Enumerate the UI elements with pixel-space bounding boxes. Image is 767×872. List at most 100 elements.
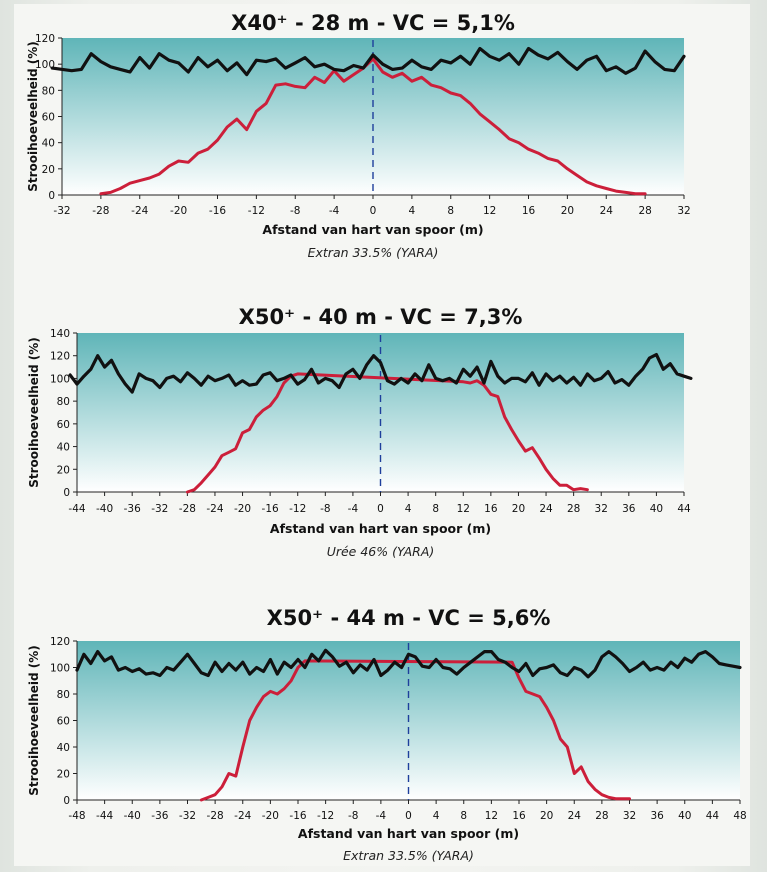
x-tick-label: 16 — [522, 205, 536, 217]
x-tick-label: 24 — [600, 205, 614, 217]
y-tick-label: 60 — [57, 419, 70, 431]
y-axis-label: Strooihoeveelheid (%) — [26, 41, 40, 192]
x-tick-label: 16 — [484, 503, 498, 515]
x-tick-label: -20 — [170, 205, 187, 217]
y-tick-label: 100 — [50, 373, 70, 385]
x-tick-label: 0 — [370, 205, 377, 217]
x-tick-label: 40 — [650, 503, 663, 515]
x-tick-label: -24 — [131, 205, 148, 217]
x-tick-label: -32 — [53, 205, 70, 217]
x-tick-label: 16 — [512, 810, 526, 822]
x-tick-label: 32 — [677, 205, 690, 217]
x-tick-label: -16 — [209, 205, 226, 217]
y-tick-label: 0 — [48, 190, 55, 202]
y-tick-label: 0 — [63, 795, 70, 807]
x-tick-label: 12 — [457, 503, 470, 515]
charts-svg: X40⁺ - 28 m - VC = 5,1%020406080100120-3… — [26, 11, 747, 863]
x-tick-label: 0 — [405, 810, 412, 822]
x-tick-label: 36 — [622, 503, 636, 515]
x-tick-label: 36 — [650, 810, 664, 822]
y-tick-label: 0 — [63, 487, 70, 499]
x-tick-label: 44 — [677, 503, 691, 515]
series-line-uniform — [75, 648, 742, 679]
y-tick-label: 100 — [35, 59, 55, 71]
y-tick-label: 120 — [35, 33, 55, 45]
x-tick-label: -44 — [68, 503, 85, 515]
y-tick-label: 40 — [57, 442, 70, 454]
y-tick-label: 100 — [50, 663, 70, 675]
x-tick-label: 20 — [540, 810, 553, 822]
x-tick-label: 32 — [595, 503, 608, 515]
x-tick-label: -4 — [348, 503, 359, 515]
x-tick-label: 8 — [460, 810, 467, 822]
x-axis-label: Afstand van hart van spoor (m) — [270, 521, 491, 536]
x-tick-label: 0 — [377, 503, 384, 515]
x-tick-label: -20 — [234, 503, 251, 515]
x-tick-label: -16 — [262, 503, 279, 515]
x-tick-label: 4 — [433, 810, 440, 822]
chart-caption: Extran 33.5% (YARA) — [343, 848, 474, 863]
series-line-single — [185, 372, 589, 494]
y-tick-label: 80 — [57, 396, 70, 408]
x-tick-label: -4 — [376, 810, 387, 822]
x-tick-label: -20 — [262, 810, 279, 822]
x-tick-label: -8 — [348, 810, 358, 822]
x-tick-label: 20 — [512, 503, 525, 515]
x-tick-label: -36 — [124, 503, 141, 515]
x-tick-label: -24 — [234, 810, 251, 822]
x-tick-label: 4 — [405, 503, 412, 515]
y-tick-label: 120 — [50, 351, 70, 363]
chart-caption: Extran 33.5% (YARA) — [308, 245, 439, 260]
x-tick-label: 20 — [561, 205, 574, 217]
x-tick-label: -12 — [248, 205, 265, 217]
y-tick-label: 20 — [57, 769, 70, 781]
chart-title: X50⁺ - 44 m - VC = 5,6% — [267, 606, 551, 630]
chart-title: X50⁺ - 40 m - VC = 7,3% — [239, 305, 523, 329]
x-tick-label: -48 — [68, 810, 85, 822]
x-tick-label: 44 — [706, 810, 720, 822]
y-tick-label: 80 — [57, 689, 70, 701]
x-tick-label: -24 — [206, 503, 223, 515]
x-tick-label: -8 — [320, 503, 330, 515]
x-tick-label: -40 — [96, 503, 113, 515]
x-tick-label: 48 — [733, 810, 746, 822]
y-tick-label: 120 — [50, 636, 70, 648]
x-tick-label: 12 — [483, 205, 496, 217]
x-tick-label: 12 — [485, 810, 498, 822]
y-axis-label: Strooihoeveelheid (%) — [27, 337, 41, 488]
x-tick-label: 28 — [638, 205, 651, 217]
x-tick-label: -16 — [289, 810, 306, 822]
y-tick-label: 80 — [42, 85, 55, 97]
x-tick-label: 32 — [623, 810, 636, 822]
y-tick-label: 60 — [57, 716, 70, 728]
x-tick-label: -4 — [329, 205, 340, 217]
x-tick-label: -32 — [179, 810, 196, 822]
series-line-uniform — [50, 46, 686, 77]
x-tick-label: -12 — [317, 810, 334, 822]
y-axis-label: Strooihoeveelheid (%) — [27, 645, 41, 796]
x-axis-label: Afstand van hart van spoor (m) — [298, 826, 519, 841]
x-tick-label: -40 — [124, 810, 141, 822]
y-tick-label: 140 — [50, 328, 70, 340]
chart-title: X40⁺ - 28 m - VC = 5,1% — [231, 11, 515, 35]
series-line-uniform — [68, 353, 693, 394]
x-tick-label: -8 — [290, 205, 300, 217]
y-tick-label: 20 — [42, 164, 55, 176]
x-tick-label: 24 — [539, 503, 553, 515]
x-tick-label: -28 — [179, 503, 196, 515]
series-line-single — [99, 57, 647, 196]
x-tick-label: 8 — [447, 205, 454, 217]
x-tick-label: 28 — [567, 503, 580, 515]
y-tick-label: 40 — [57, 742, 70, 754]
x-tick-label: -44 — [96, 810, 113, 822]
x-tick-label: 40 — [678, 810, 691, 822]
x-tick-label: 28 — [595, 810, 608, 822]
chart-panel: X40⁺ - 28 m - VC = 5,1% 0 20 40 60 80 100 120 -3… — [14, 4, 750, 866]
x-tick-label: 8 — [432, 503, 439, 515]
y-tick-label: 40 — [42, 138, 55, 150]
x-tick-label: -28 — [92, 205, 109, 217]
x-tick-label: 24 — [568, 810, 582, 822]
chart-caption: Urée 46% (YARA) — [327, 544, 435, 559]
x-tick-label: -32 — [151, 503, 168, 515]
y-tick-label: 60 — [42, 112, 55, 124]
